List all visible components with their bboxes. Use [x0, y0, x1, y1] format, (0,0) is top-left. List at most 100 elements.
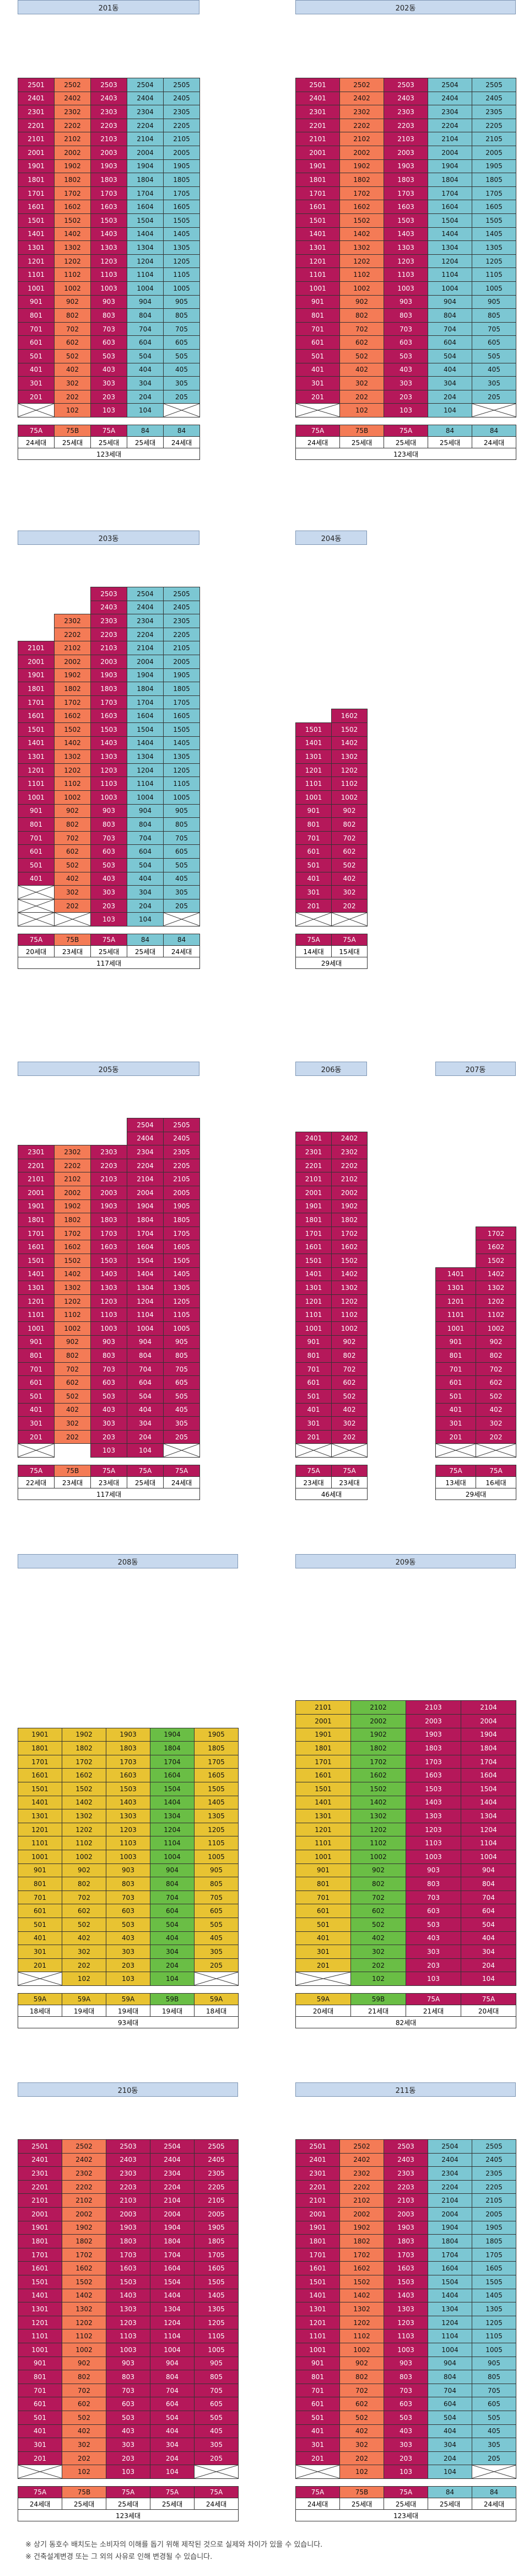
unit-cell: 1303	[384, 240, 428, 255]
unit-cell: 401	[295, 2424, 340, 2439]
unit-cell: 1201	[295, 254, 340, 269]
unit-cell: 2404	[150, 2152, 195, 2167]
unit-cell: 603	[106, 2397, 150, 2411]
unit-cell: 501	[295, 858, 332, 872]
unit-cell: 701	[18, 831, 55, 845]
unit-cell: 401	[18, 2424, 62, 2439]
unit-cell: 1101	[295, 1308, 332, 1322]
unit-cell: 1205	[163, 1294, 200, 1309]
unit-cell: 603	[90, 335, 127, 350]
unit-cell: 801	[18, 2370, 62, 2384]
unit-count: 25세대	[54, 436, 91, 448]
unit-cell: 802	[54, 308, 91, 323]
unit-type-label: 75A	[150, 2486, 195, 2498]
unit-cell: 201	[18, 389, 55, 404]
unit-cell: 804	[428, 2370, 472, 2384]
unit-cell: 501	[18, 349, 55, 363]
unit-cell: 1704	[150, 2247, 195, 2262]
unit-type-label: 59B	[150, 1993, 195, 2005]
unit-cell: 904	[127, 294, 164, 309]
empty-unit	[435, 1443, 476, 1458]
unit-cell: 1202	[331, 763, 368, 778]
unit-cell: 403	[106, 1931, 150, 1946]
unit-cell: 502	[331, 1389, 368, 1404]
unit-cell: 1402	[54, 227, 91, 242]
unit-cell: 1302	[62, 1809, 106, 1823]
unit-cell: 1801	[295, 1741, 351, 1755]
unit-cell: 1604	[428, 200, 472, 214]
unit-cell: 1104	[150, 2329, 195, 2343]
unit-cell: 205	[472, 389, 516, 404]
unit-cell: 1803	[90, 1213, 127, 1227]
unit-cell: 1605	[163, 1240, 200, 1254]
unit-cell: 1402	[339, 227, 384, 242]
unit-cell: 2203	[106, 2179, 150, 2194]
unit-cell: 1102	[54, 267, 91, 282]
unit-cell: 803	[106, 1877, 150, 1891]
unit-cell: 1304	[150, 1809, 195, 1823]
unit-cell: 1703	[90, 1226, 127, 1241]
unit-cell: 1803	[406, 1741, 461, 1755]
unit-type-label: 84	[127, 934, 164, 946]
unit-cell: 102	[339, 403, 384, 417]
unit-cell: 102	[54, 403, 91, 417]
unit-cell: 1102	[54, 1308, 91, 1322]
unit-cell: 2204	[428, 118, 472, 133]
unit-cell: 2301	[18, 105, 55, 119]
unit-cell: 903	[106, 2356, 150, 2371]
unit-cell: 204	[428, 389, 472, 404]
unit-cell: 102	[339, 2465, 384, 2479]
unit-cell: 1403	[406, 1795, 461, 1810]
unit-cell: 201	[295, 2451, 340, 2466]
unit-cell: 1203	[384, 2315, 428, 2330]
unit-cell: 1805	[472, 2234, 516, 2248]
unit-cell: 2005	[472, 2207, 516, 2221]
unit-cell: 1503	[90, 1254, 127, 1268]
unit-type-label: 59A	[295, 1993, 351, 2005]
unit-cell: 301	[435, 1416, 476, 1431]
unit-cell: 104	[127, 403, 164, 417]
unit-cell: 1402	[476, 1267, 516, 1282]
unit-cell: 1902	[339, 159, 384, 174]
unit-cell: 1501	[295, 1254, 332, 1268]
unit-cell: 2302	[54, 1145, 91, 1159]
unit-cell: 802	[54, 817, 91, 832]
unit-cell: 504	[150, 1918, 195, 1932]
unit-cell: 2101	[18, 2193, 62, 2208]
unit-cell: 302	[331, 885, 368, 899]
unit-cell: 302	[339, 2438, 384, 2452]
unit-cell: 1502	[62, 2275, 106, 2289]
unit-cell: 1205	[472, 254, 516, 269]
unit-cell: 1105	[163, 776, 200, 791]
unit-cell: 1905	[163, 159, 200, 174]
unit-cell: 1405	[194, 2288, 239, 2303]
unit-cell: 1403	[106, 1795, 150, 1810]
empty-unit	[18, 1972, 62, 1986]
unit-cell: 401	[18, 1931, 62, 1946]
unit-cell: 605	[472, 2397, 516, 2411]
unit-type-label: 75B	[54, 934, 91, 946]
unit-cell: 1505	[194, 1782, 239, 1796]
unit-cell: 303	[384, 376, 428, 390]
unit-cell: 1101	[295, 267, 340, 282]
unit-cell: 205	[194, 2451, 239, 2466]
unit-cell: 505	[194, 2411, 239, 2425]
unit-cell: 402	[62, 1931, 106, 1946]
unit-cell: 404	[127, 362, 164, 377]
unit-cell: 2002	[350, 1714, 406, 1728]
unit-cell: 701	[18, 322, 55, 336]
unit-cell: 901	[295, 1863, 351, 1878]
unit-cell: 2101	[295, 2193, 340, 2208]
building-title: 202동	[295, 0, 516, 14]
unit-cell: 902	[331, 1335, 368, 1349]
unit-cell: 1101	[18, 267, 55, 282]
unit-cell: 501	[295, 349, 340, 363]
unit-cell: 103	[90, 912, 127, 926]
unit-cell: 604	[150, 1904, 195, 1918]
unit-cell: 2402	[331, 1131, 368, 1146]
unit-cell: 601	[18, 844, 55, 859]
unit-cell: 1401	[295, 227, 340, 242]
unit-cell: 703	[90, 322, 127, 336]
unit-cell: 705	[194, 1890, 239, 1905]
unit-cell: 1802	[54, 682, 91, 696]
